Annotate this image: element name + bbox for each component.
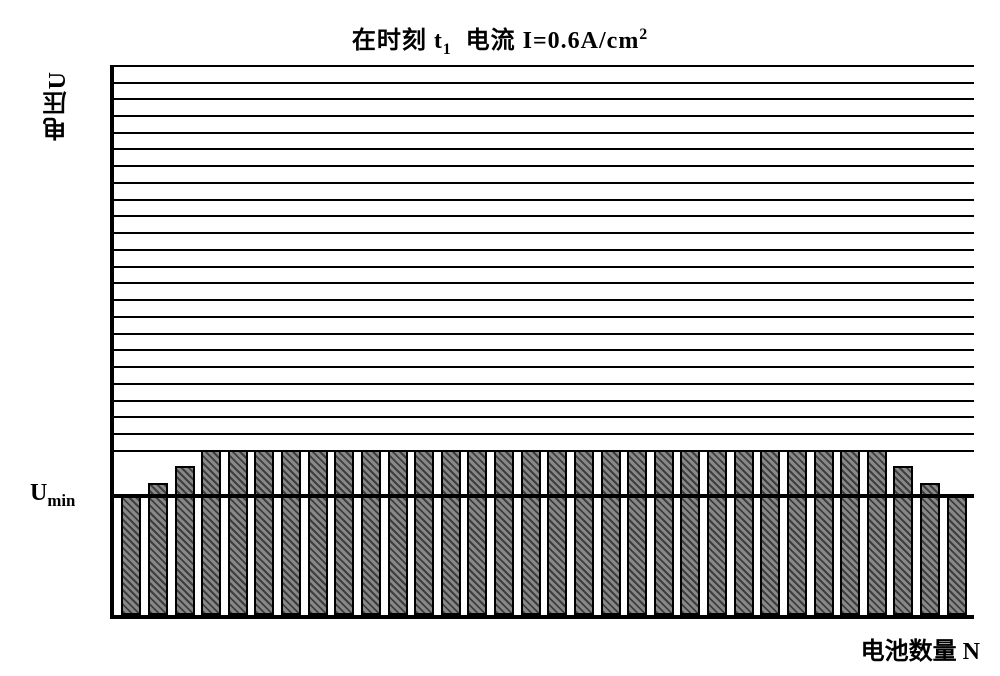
bar-slot [784,65,811,615]
gridline [114,383,974,385]
bar [281,450,301,615]
gridline [114,232,974,234]
gridline [114,132,974,134]
bar-slot [438,65,465,615]
gridline [114,115,974,117]
bar [361,450,381,615]
bar-slot [864,65,891,615]
bar-slot [198,65,225,615]
gridline [114,82,974,84]
bars-container [114,65,974,615]
bar [467,450,487,615]
bar-slot [251,65,278,615]
gridline [114,182,974,184]
bar-slot [730,65,757,615]
bar-slot [571,65,598,615]
bar-slot [358,65,385,615]
y-axis-label: 电压U [40,70,75,141]
bar-slot [225,65,252,615]
bar [680,450,700,615]
gridline [114,400,974,402]
gridline [114,316,974,318]
gridline [114,148,974,150]
bar-slot [304,65,331,615]
bar [121,494,141,615]
bar [867,450,887,615]
gridline [114,98,974,100]
bar [228,450,248,615]
umin-line [114,494,974,498]
bar [840,450,860,615]
bar-slot [597,65,624,615]
bar [574,450,594,615]
bar [814,450,834,615]
bar-slot [171,65,198,615]
gridline [114,266,974,268]
x-axis-label: 电池数量 N [861,631,980,666]
bar-slot [651,65,678,615]
umin-label: Umin [30,480,75,511]
bar [148,483,168,615]
bar-slot [704,65,731,615]
bar [627,450,647,615]
gridline [114,433,974,435]
bar-slot [464,65,491,615]
bar-slot [278,65,305,615]
plot-area [110,65,974,619]
gridline [114,333,974,335]
bar-slot [624,65,651,615]
bar [920,483,940,615]
bar-slot [544,65,571,615]
bar [707,450,727,615]
bar [654,450,674,615]
gridline [114,65,974,67]
bar [760,450,780,615]
bar [947,494,967,615]
bar-slot [943,65,970,615]
bar [521,450,541,615]
bar-slot [517,65,544,615]
bar [893,466,913,615]
bar-slot [491,65,518,615]
gridline [114,299,974,301]
chart-container: 在时刻 t1 电流 I=0.6A/cm2 电压U Umin 电池数量 N [20,20,980,619]
bar-slot [917,65,944,615]
gridline [114,249,974,251]
gridline [114,282,974,284]
bar-slot [677,65,704,615]
bar [308,450,328,615]
bar [547,450,567,615]
bar [441,450,461,615]
bar [414,450,434,615]
bar [494,450,514,615]
bar-slot [118,65,145,615]
bar [787,450,807,615]
chart-title: 在时刻 t1 电流 I=0.6A/cm2 [20,20,980,59]
bar-slot [810,65,837,615]
bar [201,450,221,615]
bar-slot [331,65,358,615]
gridline [114,215,974,217]
bar [601,450,621,615]
bar [254,450,274,615]
bar [175,466,195,615]
bar-slot [757,65,784,615]
bar [334,450,354,615]
bar-slot [411,65,438,615]
gridline [114,165,974,167]
gridline [114,366,974,368]
bar-slot [890,65,917,615]
gridline [114,416,974,418]
gridline [114,349,974,351]
bar-slot [145,65,172,615]
bar [388,450,408,615]
bar-slot [384,65,411,615]
bar [734,450,754,615]
bar-slot [837,65,864,615]
gridline [114,199,974,201]
